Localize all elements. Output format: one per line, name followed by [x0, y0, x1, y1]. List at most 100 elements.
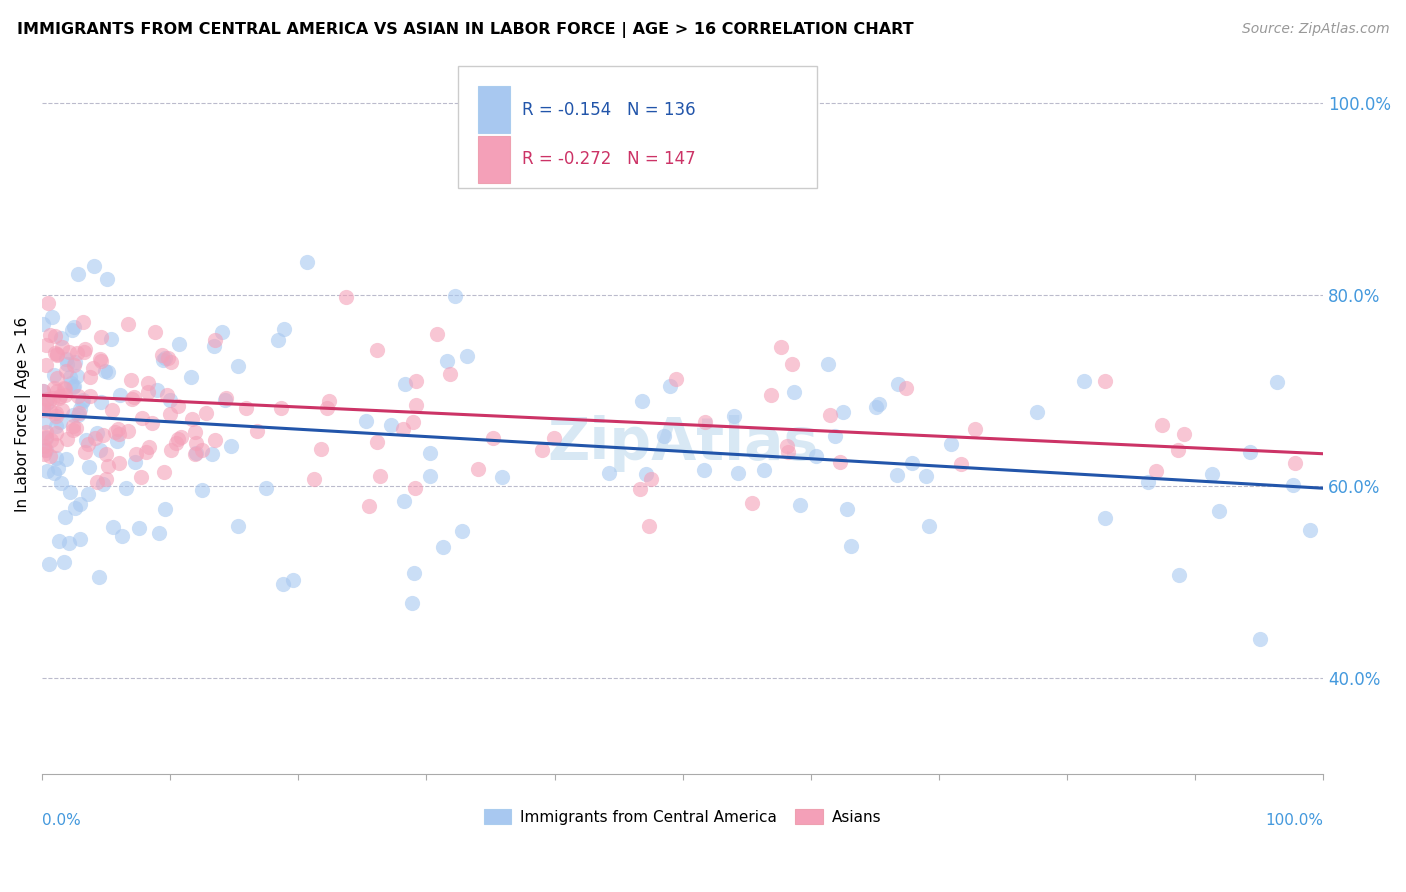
Point	[832, 405, 855, 419]
Point	[66, 369, 89, 384]
Point	[62, 418, 84, 433]
Point	[91, 477, 114, 491]
Point	[235, 401, 257, 416]
Point	[941, 436, 963, 450]
Point	[32, 447, 55, 461]
Point	[318, 393, 340, 408]
Point	[402, 416, 425, 430]
Point	[38, 557, 60, 571]
Point	[55, 351, 77, 366]
Point	[214, 393, 236, 408]
Text: IMMIGRANTS FROM CENTRAL AMERICA VS ASIAN IN LABOR FORCE | AGE > 16 CORRELATION C: IMMIGRANTS FROM CENTRAL AMERICA VS ASIAN…	[17, 22, 914, 38]
Point	[63, 355, 86, 369]
Point	[42, 391, 65, 405]
Point	[63, 379, 86, 393]
Y-axis label: In Labor Force | Age > 16: In Labor Force | Age > 16	[15, 317, 31, 512]
Point	[295, 254, 318, 268]
Point	[89, 442, 111, 457]
Point	[32, 384, 55, 399]
Point	[107, 456, 129, 470]
Point	[44, 450, 66, 465]
Point	[90, 330, 112, 344]
Point	[141, 416, 163, 430]
Point	[79, 389, 101, 403]
Point	[769, 340, 792, 354]
Point	[32, 439, 55, 453]
Point	[1144, 465, 1167, 479]
Point	[628, 482, 651, 496]
Point	[79, 370, 101, 384]
Point	[41, 310, 63, 324]
Point	[727, 466, 749, 480]
Point	[226, 519, 249, 533]
Point	[451, 524, 474, 539]
Point	[104, 425, 127, 439]
Point	[359, 499, 381, 513]
Point	[34, 397, 56, 411]
Point	[82, 360, 104, 375]
Point	[35, 430, 58, 444]
Point	[69, 402, 91, 417]
Point	[419, 468, 441, 483]
Point	[39, 327, 62, 342]
Point	[94, 363, 117, 377]
Point	[1026, 405, 1049, 419]
Point	[828, 455, 851, 469]
Point	[94, 447, 117, 461]
Point	[62, 423, 84, 437]
Point	[184, 425, 207, 440]
Point	[53, 388, 76, 402]
Point	[59, 484, 82, 499]
Point	[817, 357, 839, 371]
Point	[83, 259, 105, 273]
Point	[1249, 632, 1271, 647]
Point	[117, 424, 139, 438]
Point	[120, 372, 142, 386]
Point	[1073, 374, 1095, 388]
Point	[55, 364, 77, 378]
Point	[1137, 475, 1160, 490]
Point	[55, 510, 77, 524]
Point	[201, 447, 224, 461]
Point	[75, 342, 97, 356]
Point	[273, 322, 295, 336]
Point	[58, 535, 80, 549]
Point	[183, 447, 205, 461]
Point	[436, 354, 458, 368]
Point	[34, 443, 56, 458]
Point	[215, 392, 238, 406]
Point	[366, 434, 388, 449]
Point	[405, 374, 427, 388]
Point	[35, 425, 58, 440]
Point	[1265, 375, 1288, 389]
Point	[38, 449, 60, 463]
Point	[34, 337, 56, 351]
Point	[824, 428, 846, 442]
Point	[169, 336, 191, 351]
Point	[693, 415, 716, 429]
Point	[53, 555, 76, 569]
Point	[32, 384, 55, 398]
Point	[693, 463, 716, 477]
Point	[108, 387, 131, 401]
Point	[83, 431, 105, 445]
Point	[59, 376, 82, 390]
Point	[901, 456, 924, 470]
Point	[128, 521, 150, 535]
Point	[62, 320, 84, 334]
Point	[34, 415, 56, 429]
Point	[58, 370, 80, 384]
Point	[152, 352, 174, 367]
Point	[789, 498, 811, 512]
Point	[124, 390, 146, 404]
Point	[145, 383, 167, 397]
Point	[148, 525, 170, 540]
Point	[125, 447, 148, 461]
Text: R = -0.272   N = 147: R = -0.272 N = 147	[523, 150, 696, 169]
Point	[136, 376, 159, 391]
Point	[380, 418, 402, 433]
Point	[598, 466, 620, 480]
Point	[1282, 477, 1305, 491]
Point	[211, 325, 233, 339]
Point	[60, 323, 83, 337]
